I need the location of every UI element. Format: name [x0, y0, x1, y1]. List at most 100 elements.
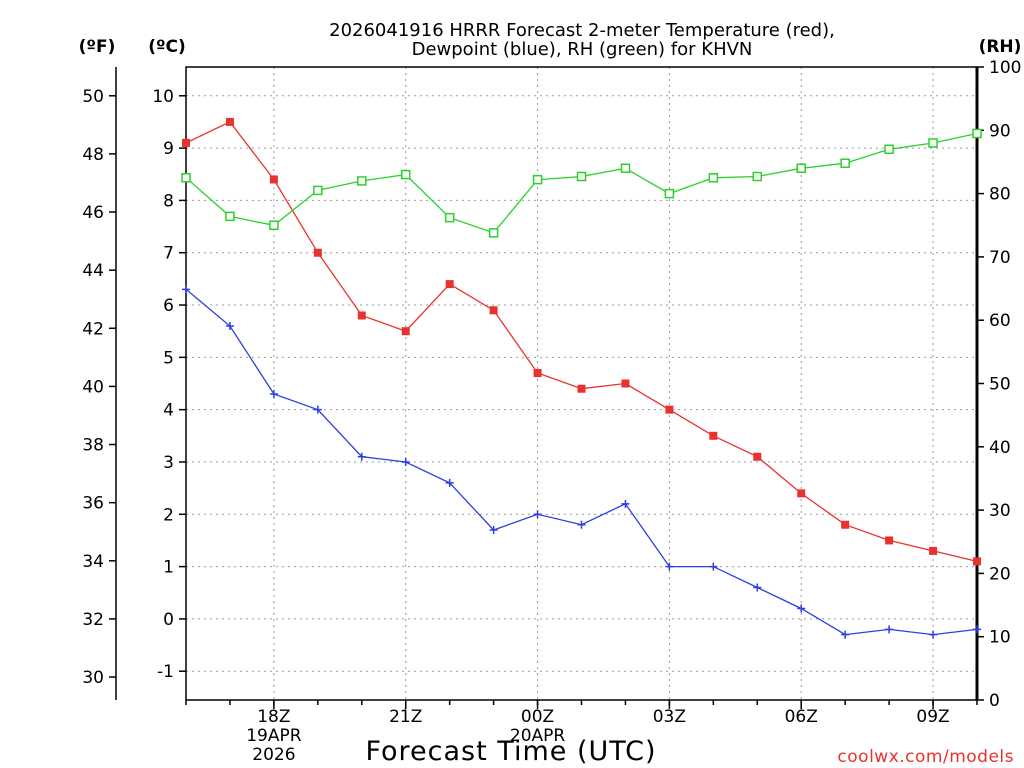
temperature-point: [269, 175, 278, 184]
x-tick-label: 21Z: [389, 707, 422, 727]
temperature-point: [489, 306, 498, 315]
fahrenheit-tick-label: 34: [82, 552, 104, 572]
chart-title-line-1: 2026041916 HRRR Forecast 2-meter Tempera…: [329, 20, 835, 41]
rh-point: [620, 163, 631, 174]
rh-point: [181, 173, 191, 183]
chart-title-line-2: Dewpoint (blue), RH (green) for KHVN: [412, 39, 753, 60]
rh-point: [972, 128, 982, 139]
rh-point: [752, 171, 763, 182]
rh-unit-label: (RH): [979, 37, 1022, 57]
temperature-point: [357, 311, 366, 320]
celsius-tick-label: 4: [163, 401, 174, 421]
rh-tick-label: 0: [989, 691, 1000, 711]
axes: 3032343638404244464850-10123456789100102…: [82, 58, 1021, 765]
rh-point: [269, 220, 279, 230]
temperature-point: [665, 405, 674, 414]
temperature-point: [533, 369, 542, 378]
fahrenheit-tick-label: 50: [82, 87, 104, 107]
x-tick-year: 2026: [252, 745, 295, 765]
rh-tick-label: 30: [989, 501, 1011, 521]
rh-point: [708, 173, 719, 183]
temperature-point: [973, 557, 981, 566]
celsius-tick-label: 7: [163, 244, 174, 264]
dewpoint-point: [797, 604, 806, 613]
dewpoint-point: [269, 389, 278, 398]
rh-point: [400, 169, 411, 180]
celsius-tick-label: 10: [152, 87, 174, 107]
rh-point: [225, 211, 235, 222]
dewpoint-point: [445, 478, 454, 487]
dewpoint-point: [489, 525, 498, 534]
rh-tick-label: 90: [989, 121, 1011, 141]
fahrenheit-tick-label: 48: [82, 145, 104, 165]
celsius-tick-label: 1: [163, 558, 174, 578]
dewpoint-point: [533, 510, 542, 519]
rh-point: [840, 158, 850, 168]
x-tick-date: 19APR: [246, 726, 302, 746]
temperature-point: [225, 117, 234, 126]
temperature-point: [797, 489, 806, 498]
temperature-point: [401, 327, 410, 336]
celsius-tick-label: 3: [163, 453, 174, 473]
rh-point: [357, 176, 367, 186]
dewpoint-point: [401, 457, 410, 466]
rh-point: [313, 185, 323, 196]
fahrenheit-tick-label: 40: [82, 377, 104, 397]
fahrenheit-unit-label: (ºF): [79, 37, 116, 57]
rh-point: [928, 138, 938, 148]
dewpoint-point: [929, 630, 938, 639]
rh-tick-label: 70: [989, 248, 1011, 268]
dewpoint-point: [313, 405, 322, 414]
x-tick-label: 18Z: [257, 707, 290, 727]
temperature-point: [313, 248, 322, 257]
rh-point: [488, 228, 499, 238]
celsius-tick-label: 9: [163, 139, 174, 159]
rh-tick-label: 100: [989, 58, 1021, 78]
temperature-point: [753, 452, 762, 461]
temperature-point: [445, 280, 454, 289]
x-tick-label: 00Z: [521, 707, 554, 727]
dewpoint-point: [841, 630, 850, 639]
rh-tick-label: 10: [989, 628, 1011, 648]
temperature-point: [929, 546, 938, 555]
rh-tick-label: 50: [989, 375, 1011, 395]
fahrenheit-tick-label: 30: [82, 668, 104, 688]
dewpoint-point: [577, 520, 586, 529]
temperature-series-line: [185, 121, 978, 563]
rh-point: [576, 171, 587, 182]
celsius-tick-label: 2: [163, 505, 174, 525]
fahrenheit-tick-label: 42: [82, 319, 104, 339]
rh-tick-label: 80: [989, 185, 1011, 205]
x-axis-title: Forecast Time (UTC): [365, 736, 656, 767]
plot-frame: [185, 66, 978, 701]
dewpoint-point: [357, 452, 366, 461]
celsius-tick-label: 8: [163, 191, 174, 211]
temperature-point: [621, 379, 630, 388]
gridlines: [186, 67, 977, 700]
fahrenheit-tick-label: 36: [82, 494, 104, 514]
dewpoint-point: [973, 625, 981, 634]
dewpoint-point: [621, 499, 630, 508]
x-tick-label: 03Z: [653, 707, 686, 727]
temperature-point: [577, 384, 586, 393]
dewpoint-point: [182, 285, 190, 294]
celsius-tick-label: 5: [163, 348, 174, 368]
dewpoint-point: [753, 583, 762, 592]
x-tick-date: 20APR: [510, 726, 566, 746]
dewpoint-point: [225, 321, 234, 330]
rh-tick-label: 40: [989, 438, 1011, 458]
data-series: [181, 117, 982, 639]
x-tick-label: 06Z: [785, 707, 818, 727]
source-credit: coolwx.com/models: [837, 747, 1014, 767]
dewpoint-point: [665, 562, 674, 571]
dewpoint-point: [885, 625, 894, 634]
temperature-point: [885, 536, 894, 545]
dewpoint-point: [709, 562, 718, 571]
celsius-tick-label: 6: [163, 296, 174, 316]
rh-point: [884, 144, 894, 155]
celsius-unit-label: (ºC): [148, 37, 186, 57]
temperature-point: [709, 431, 718, 440]
fahrenheit-tick-label: 32: [82, 610, 104, 630]
rh-point: [532, 174, 543, 185]
